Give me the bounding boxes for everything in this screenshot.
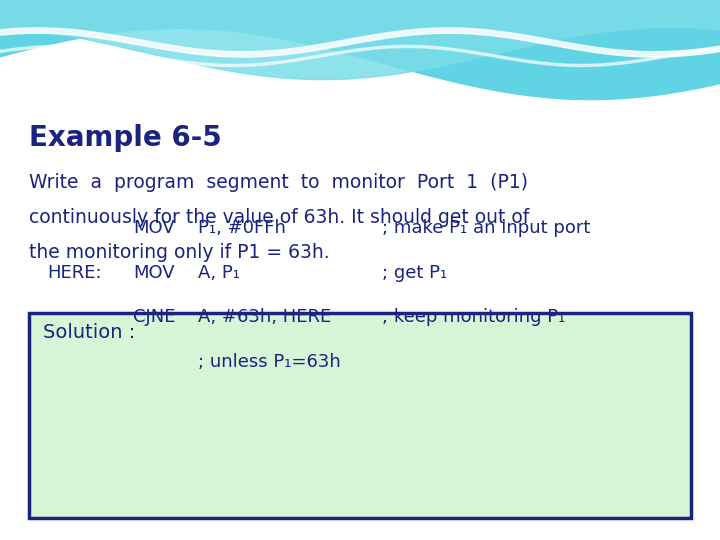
Text: the monitoring only if P1 = 63h.: the monitoring only if P1 = 63h. bbox=[29, 243, 330, 262]
Text: CJNE: CJNE bbox=[133, 308, 176, 326]
Text: continuously for the value of 63h. It should get out of: continuously for the value of 63h. It sh… bbox=[29, 208, 529, 227]
Text: MOV: MOV bbox=[133, 219, 175, 237]
Text: A, P₁: A, P₁ bbox=[198, 264, 240, 281]
Text: ; keep monitoring P₁: ; keep monitoring P₁ bbox=[382, 308, 565, 326]
Text: MOV: MOV bbox=[133, 264, 175, 281]
Text: P₁, #0FFh: P₁, #0FFh bbox=[198, 219, 286, 237]
Text: ; make P₁ an input port: ; make P₁ an input port bbox=[382, 219, 590, 237]
Text: Solution :: Solution : bbox=[43, 323, 135, 342]
FancyBboxPatch shape bbox=[29, 313, 691, 518]
Text: A, #63h, HERE: A, #63h, HERE bbox=[198, 308, 331, 326]
Text: ; unless P₁=63h: ; unless P₁=63h bbox=[198, 353, 341, 371]
Text: Write  a  program  segment  to  monitor  Port  1  (P1): Write a program segment to monitor Port … bbox=[29, 173, 528, 192]
Text: Example 6-5: Example 6-5 bbox=[29, 124, 222, 152]
Text: HERE:: HERE: bbox=[47, 264, 102, 281]
Text: ; get P₁: ; get P₁ bbox=[382, 264, 447, 281]
